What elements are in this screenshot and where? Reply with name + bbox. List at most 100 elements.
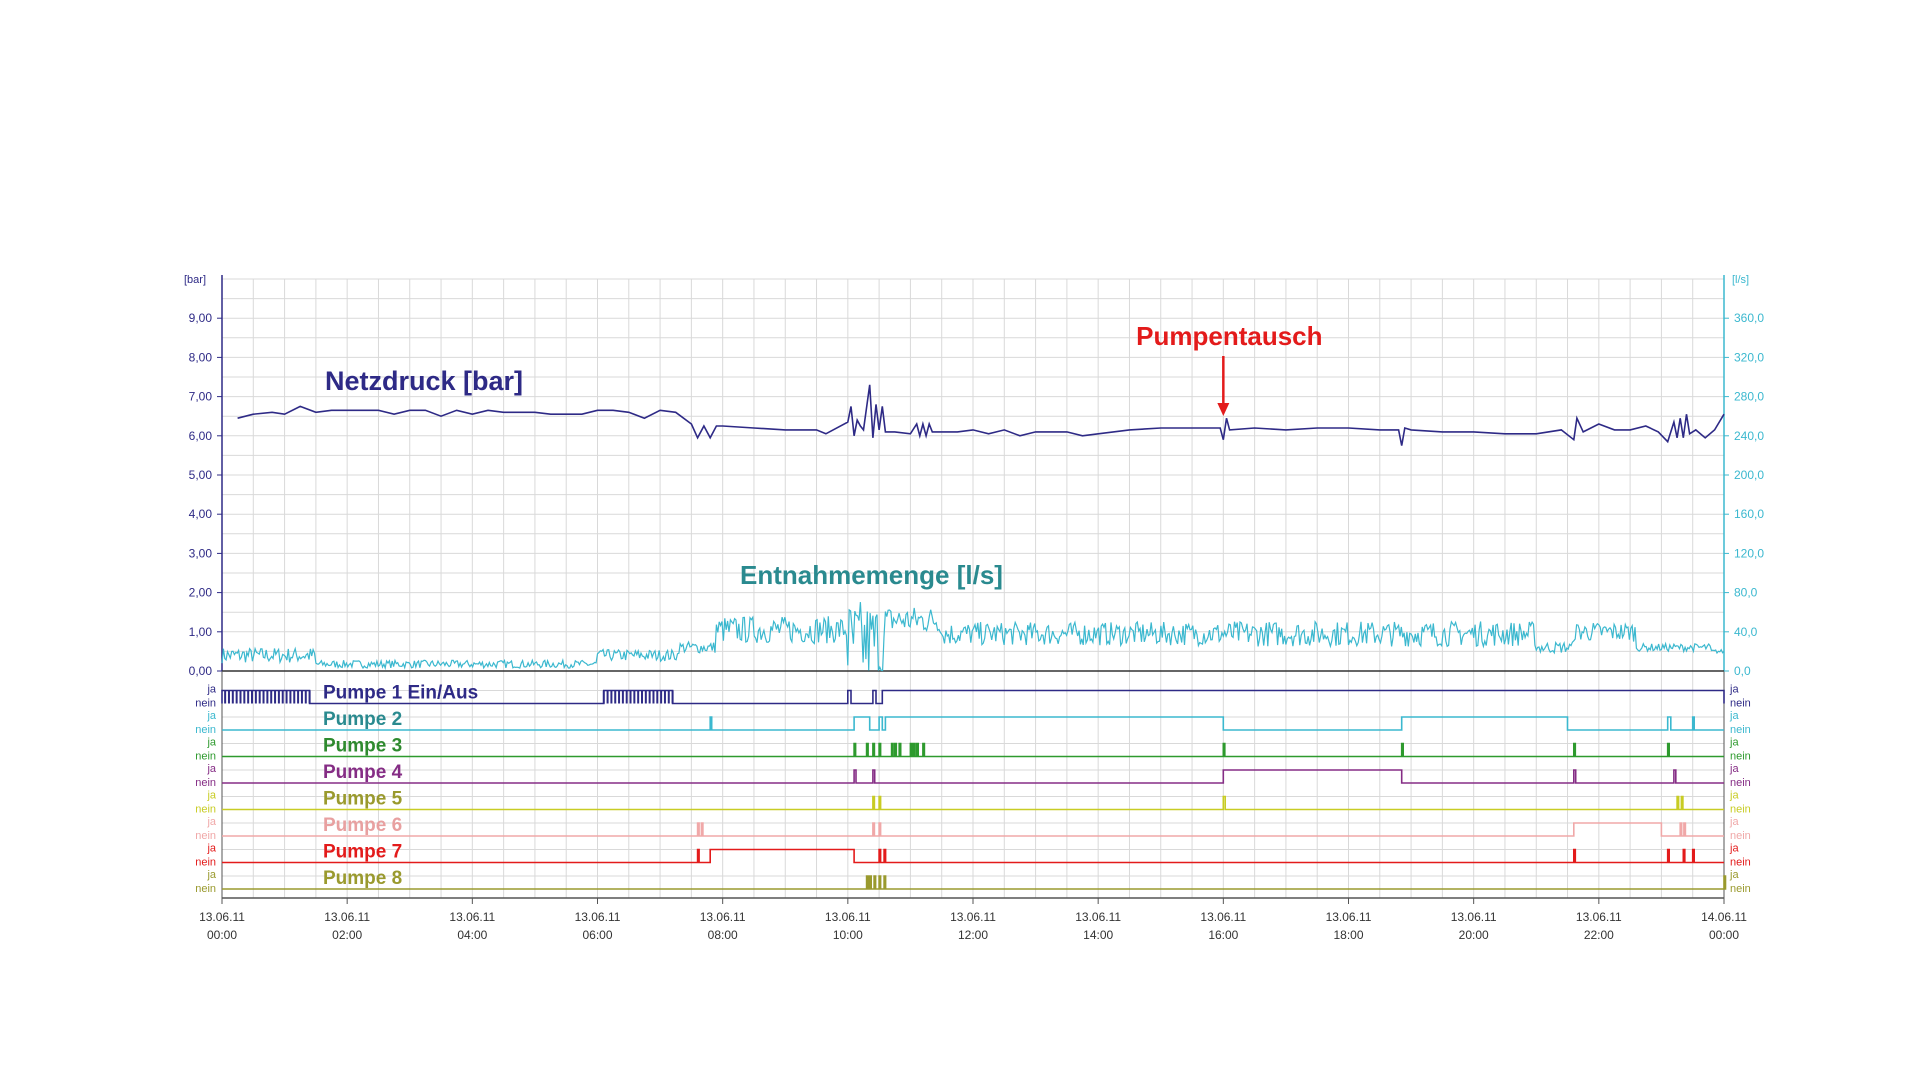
pump-row-5: ja nein ja nein Pumpe 5 [195, 789, 1751, 816]
pump-row-3: ja nein ja nein Pumpe 3 [195, 736, 1751, 763]
pump-nein-label-right: nein [1730, 698, 1751, 710]
pump-ja-label-right: ja [1729, 790, 1739, 802]
pump-nein-label-left: nein [195, 777, 216, 789]
x-tick-time: 12:00 [958, 928, 988, 942]
pump-ja-label-right: ja [1729, 843, 1739, 855]
left-tick-label: 9,00 [189, 311, 213, 325]
grid [221, 278, 1725, 898]
x-tick-date: 13.06.11 [825, 910, 871, 924]
pump-state-line [221, 689, 1725, 705]
left-axis-unit: [bar] [184, 274, 206, 286]
left-tick-label: 8,00 [189, 350, 213, 364]
pump-state-line [222, 795, 1724, 811]
left-tick-label: 6,00 [189, 429, 213, 443]
right-tick-label: 200,0 [1734, 468, 1764, 482]
pump-ja-label-left: ja [206, 790, 216, 802]
x-tick-date: 13.06.11 [1576, 910, 1622, 924]
pump-row-4: ja nein ja nein Pumpe 4 [195, 762, 1751, 789]
series-line-netzdruck [237, 384, 1725, 446]
right-tick-label: 280,0 [1734, 390, 1764, 404]
right-tick-label: 360,0 [1734, 311, 1764, 325]
pump-nein-label-left: nein [195, 698, 216, 710]
pump-nein-label-left: nein [195, 804, 216, 816]
x-tick-time: 22:00 [1584, 928, 1614, 942]
pump-ja-label-right: ja [1729, 816, 1739, 828]
pump-nein-label-right: nein [1730, 804, 1751, 816]
x-tick-date: 13.06.11 [1200, 910, 1246, 924]
x-tick-date: 13.06.11 [199, 910, 245, 924]
x-tick-time: 08:00 [708, 928, 738, 942]
x-tick-time: 02:00 [332, 928, 362, 942]
x-tick-time: 20:00 [1459, 928, 1489, 942]
pump-label-1: Pumpe 1 Ein/Aus [323, 683, 478, 704]
x-tick-date: 13.06.11 [950, 910, 996, 924]
right-axis-unit: [l/s] [1732, 274, 1749, 286]
pump-label-3: Pumpe 3 [323, 736, 402, 757]
left-tick-label: 7,00 [189, 390, 213, 404]
right-tick-label: 240,0 [1734, 429, 1764, 443]
x-tick-time: 10:00 [833, 928, 863, 942]
pump-ja-label-right: ja [1729, 869, 1739, 881]
pump-state-line [222, 822, 1724, 837]
x-tick-time: 04:00 [457, 928, 487, 942]
right-tick-label: 0,0 [1734, 664, 1751, 678]
pump-ja-label-left: ja [206, 816, 216, 828]
x-tick-date: 13.06.11 [700, 910, 746, 924]
pump-ja-label-left: ja [206, 869, 216, 881]
pump-ja-label-right: ja [1729, 710, 1739, 722]
pump-label-8: Pumpe 8 [323, 868, 402, 889]
annotation-arrow-head [1217, 403, 1230, 416]
pump-nein-label-right: nein [1730, 777, 1751, 789]
series-line-entnahmemenge [221, 602, 1725, 672]
pump-nein-label-left: nein [195, 830, 216, 842]
pump-ja-label-left: ja [206, 737, 216, 749]
pump-nein-label-right: nein [1730, 724, 1751, 736]
left-tick-label: 2,00 [189, 586, 213, 600]
left-tick-label: 1,00 [189, 625, 213, 639]
pump-ja-label-left: ja [206, 684, 216, 696]
pump-state-line [222, 848, 1724, 864]
x-tick-time: 06:00 [582, 928, 612, 942]
x-tick-date: 13.06.11 [1326, 910, 1372, 924]
series-label-netzdruck: Netzdruck [bar] [325, 366, 523, 396]
pump-row-1: ja nein ja nein Pumpe 1 Ein/Aus [195, 683, 1751, 710]
left-tick-label: 4,00 [189, 507, 213, 521]
pump-ja-label-left: ja [206, 763, 216, 775]
right-tick-label: 80,0 [1734, 586, 1758, 600]
pump-nein-label-right: nein [1730, 830, 1751, 842]
pump-label-5: Pumpe 5 [323, 789, 403, 810]
x-tick-time: 18:00 [1333, 928, 1363, 942]
x-tick-time: 00:00 [207, 928, 237, 942]
pump-nein-label-left: nein [195, 724, 216, 736]
x-tick-date: 13.06.11 [324, 910, 370, 924]
pump-label-7: Pumpe 7 [323, 842, 402, 863]
pump-nein-label-right: nein [1730, 751, 1751, 763]
pump-row-8: ja nein ja nein Pumpe 8 [195, 868, 1751, 895]
pump-ja-label-left: ja [206, 843, 216, 855]
right-tick-label: 160,0 [1734, 507, 1764, 521]
pump-nein-label-left: nein [195, 857, 216, 869]
left-tick-label: 0,00 [189, 664, 213, 678]
x-tick-time: 00:00 [1709, 928, 1739, 942]
pump-state-line [222, 742, 1724, 758]
x-tick-time: 16:00 [1208, 928, 1238, 942]
pump-nein-label-left: nein [195, 751, 216, 763]
x-tick-time: 14:00 [1083, 928, 1113, 942]
right-tick-label: 120,0 [1734, 546, 1764, 560]
x-tick-date: 14.06.11 [1701, 910, 1747, 924]
pump-state-line [222, 875, 1727, 890]
left-tick-label: 5,00 [189, 468, 213, 482]
annotation-pumpentausch: Pumpentausch [1136, 321, 1322, 351]
pump-nein-label-right: nein [1730, 883, 1751, 895]
pump-ja-label-right: ja [1729, 737, 1739, 749]
pump-row-2: ja nein ja nein Pumpe 2 [195, 709, 1751, 736]
pump-ja-label-right: ja [1729, 763, 1739, 775]
left-tick-label: 3,00 [189, 546, 213, 560]
x-tick-date: 13.06.11 [1075, 910, 1121, 924]
pump-row-6: ja nein ja nein Pumpe 6 [195, 815, 1751, 842]
pump-state-line [222, 769, 1724, 784]
pump-row-7: ja nein ja nein Pumpe 7 [195, 842, 1751, 869]
right-tick-label: 40,0 [1734, 625, 1758, 639]
